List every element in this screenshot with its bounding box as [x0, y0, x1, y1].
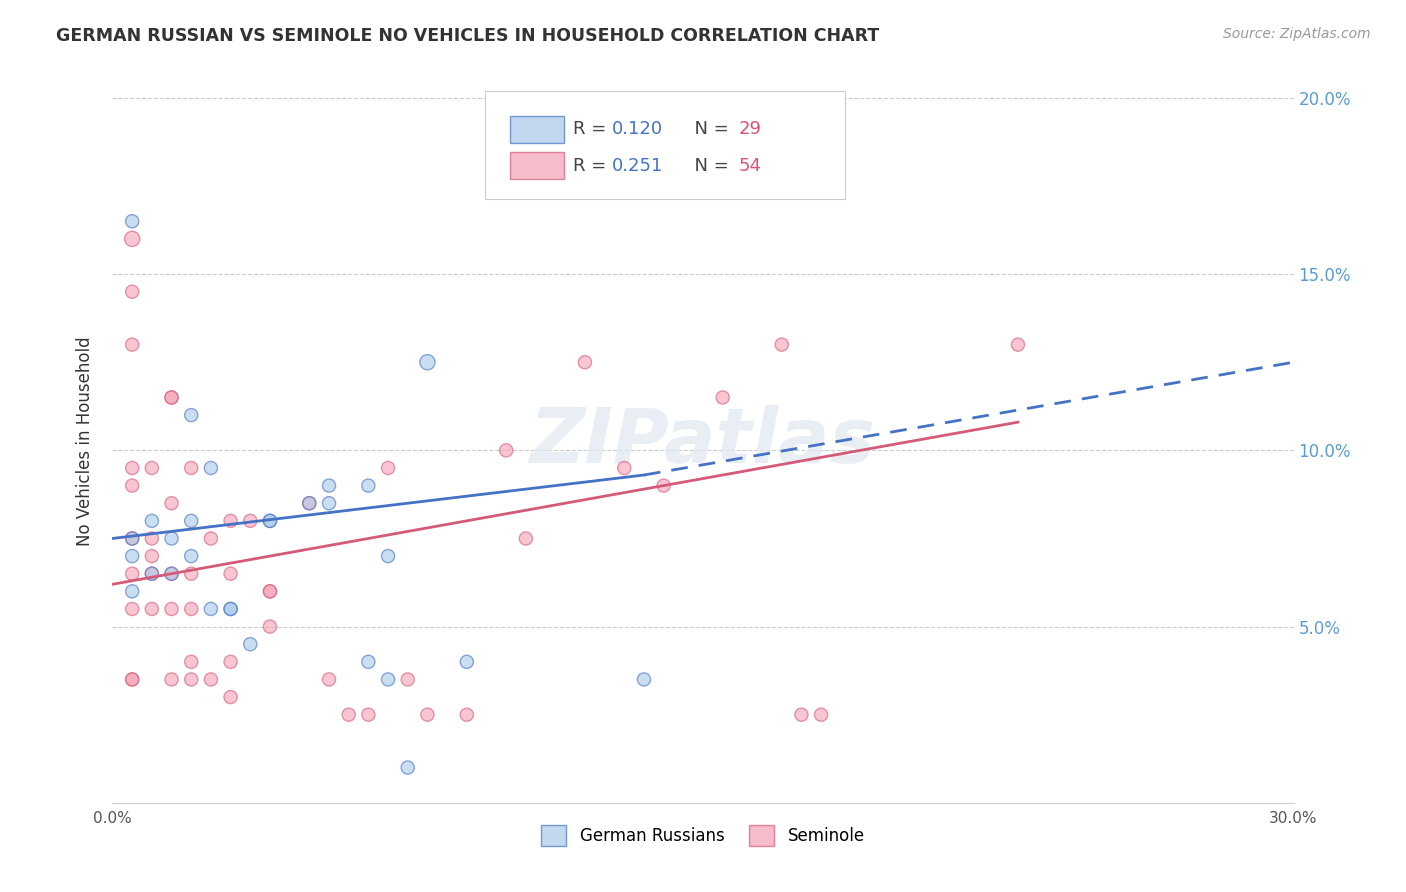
Point — [219, 655, 242, 669]
Point — [770, 337, 793, 351]
Point — [652, 478, 675, 492]
Point — [259, 514, 281, 528]
Text: 0.120: 0.120 — [612, 120, 664, 138]
Point — [121, 673, 143, 687]
Point — [121, 285, 143, 299]
Point — [396, 673, 419, 687]
Point — [160, 391, 183, 405]
Point — [396, 760, 419, 774]
Text: ZIPatlas: ZIPatlas — [530, 405, 876, 478]
Point — [121, 532, 143, 546]
Point — [219, 514, 242, 528]
Point — [121, 214, 143, 228]
Point — [141, 514, 163, 528]
Point — [160, 496, 183, 510]
Point — [200, 602, 222, 616]
Point — [141, 532, 163, 546]
Point — [239, 637, 262, 651]
Point — [259, 584, 281, 599]
FancyBboxPatch shape — [485, 91, 845, 200]
Point — [180, 408, 202, 422]
Point — [810, 707, 832, 722]
Point — [121, 337, 143, 351]
Point — [318, 673, 340, 687]
Point — [377, 673, 399, 687]
Point — [357, 655, 380, 669]
Point — [318, 478, 340, 492]
FancyBboxPatch shape — [510, 116, 564, 143]
Text: 0.251: 0.251 — [612, 156, 664, 175]
Point — [180, 514, 202, 528]
Point — [160, 602, 183, 616]
Point — [180, 461, 202, 475]
Point — [180, 655, 202, 669]
Point — [239, 514, 262, 528]
Point — [141, 549, 163, 563]
Point — [377, 461, 399, 475]
Legend: German Russians, Seminole: German Russians, Seminole — [534, 819, 872, 852]
Point — [219, 690, 242, 704]
Point — [711, 391, 734, 405]
Point — [121, 584, 143, 599]
Point — [180, 602, 202, 616]
Point — [141, 602, 163, 616]
Point — [456, 707, 478, 722]
Point — [141, 566, 163, 581]
Point — [160, 566, 183, 581]
Point — [160, 532, 183, 546]
Point — [495, 443, 517, 458]
Point — [121, 461, 143, 475]
Point — [121, 478, 143, 492]
Point — [416, 355, 439, 369]
Point — [416, 707, 439, 722]
Point — [515, 532, 537, 546]
Text: 54: 54 — [738, 156, 762, 175]
Point — [121, 566, 143, 581]
Point — [298, 496, 321, 510]
Point — [259, 514, 281, 528]
Point — [1007, 337, 1029, 351]
Point — [318, 496, 340, 510]
Text: R =: R = — [574, 120, 612, 138]
Point — [357, 478, 380, 492]
Point — [180, 549, 202, 563]
Point — [790, 707, 813, 722]
FancyBboxPatch shape — [510, 152, 564, 179]
Point — [121, 602, 143, 616]
Y-axis label: No Vehicles in Household: No Vehicles in Household — [76, 336, 94, 547]
Point — [219, 566, 242, 581]
Point — [259, 584, 281, 599]
Point — [456, 655, 478, 669]
Point — [357, 707, 380, 722]
Text: GERMAN RUSSIAN VS SEMINOLE NO VEHICLES IN HOUSEHOLD CORRELATION CHART: GERMAN RUSSIAN VS SEMINOLE NO VEHICLES I… — [56, 27, 880, 45]
Point — [377, 549, 399, 563]
Point — [180, 566, 202, 581]
Point — [121, 532, 143, 546]
Point — [574, 355, 596, 369]
Text: 29: 29 — [738, 120, 762, 138]
Point — [200, 461, 222, 475]
Point — [219, 602, 242, 616]
Point — [121, 232, 143, 246]
Point — [337, 707, 360, 722]
Point — [141, 461, 163, 475]
Text: N =: N = — [683, 156, 734, 175]
Point — [141, 566, 163, 581]
Point — [298, 496, 321, 510]
Text: Source: ZipAtlas.com: Source: ZipAtlas.com — [1223, 27, 1371, 41]
Point — [121, 673, 143, 687]
Point — [160, 391, 183, 405]
Point — [200, 532, 222, 546]
Point — [259, 619, 281, 633]
Point — [219, 602, 242, 616]
Point — [180, 673, 202, 687]
Point — [160, 566, 183, 581]
Point — [200, 673, 222, 687]
Text: N =: N = — [683, 120, 734, 138]
Point — [160, 673, 183, 687]
Point — [613, 461, 636, 475]
Point — [633, 673, 655, 687]
Point — [121, 549, 143, 563]
Text: R =: R = — [574, 156, 612, 175]
